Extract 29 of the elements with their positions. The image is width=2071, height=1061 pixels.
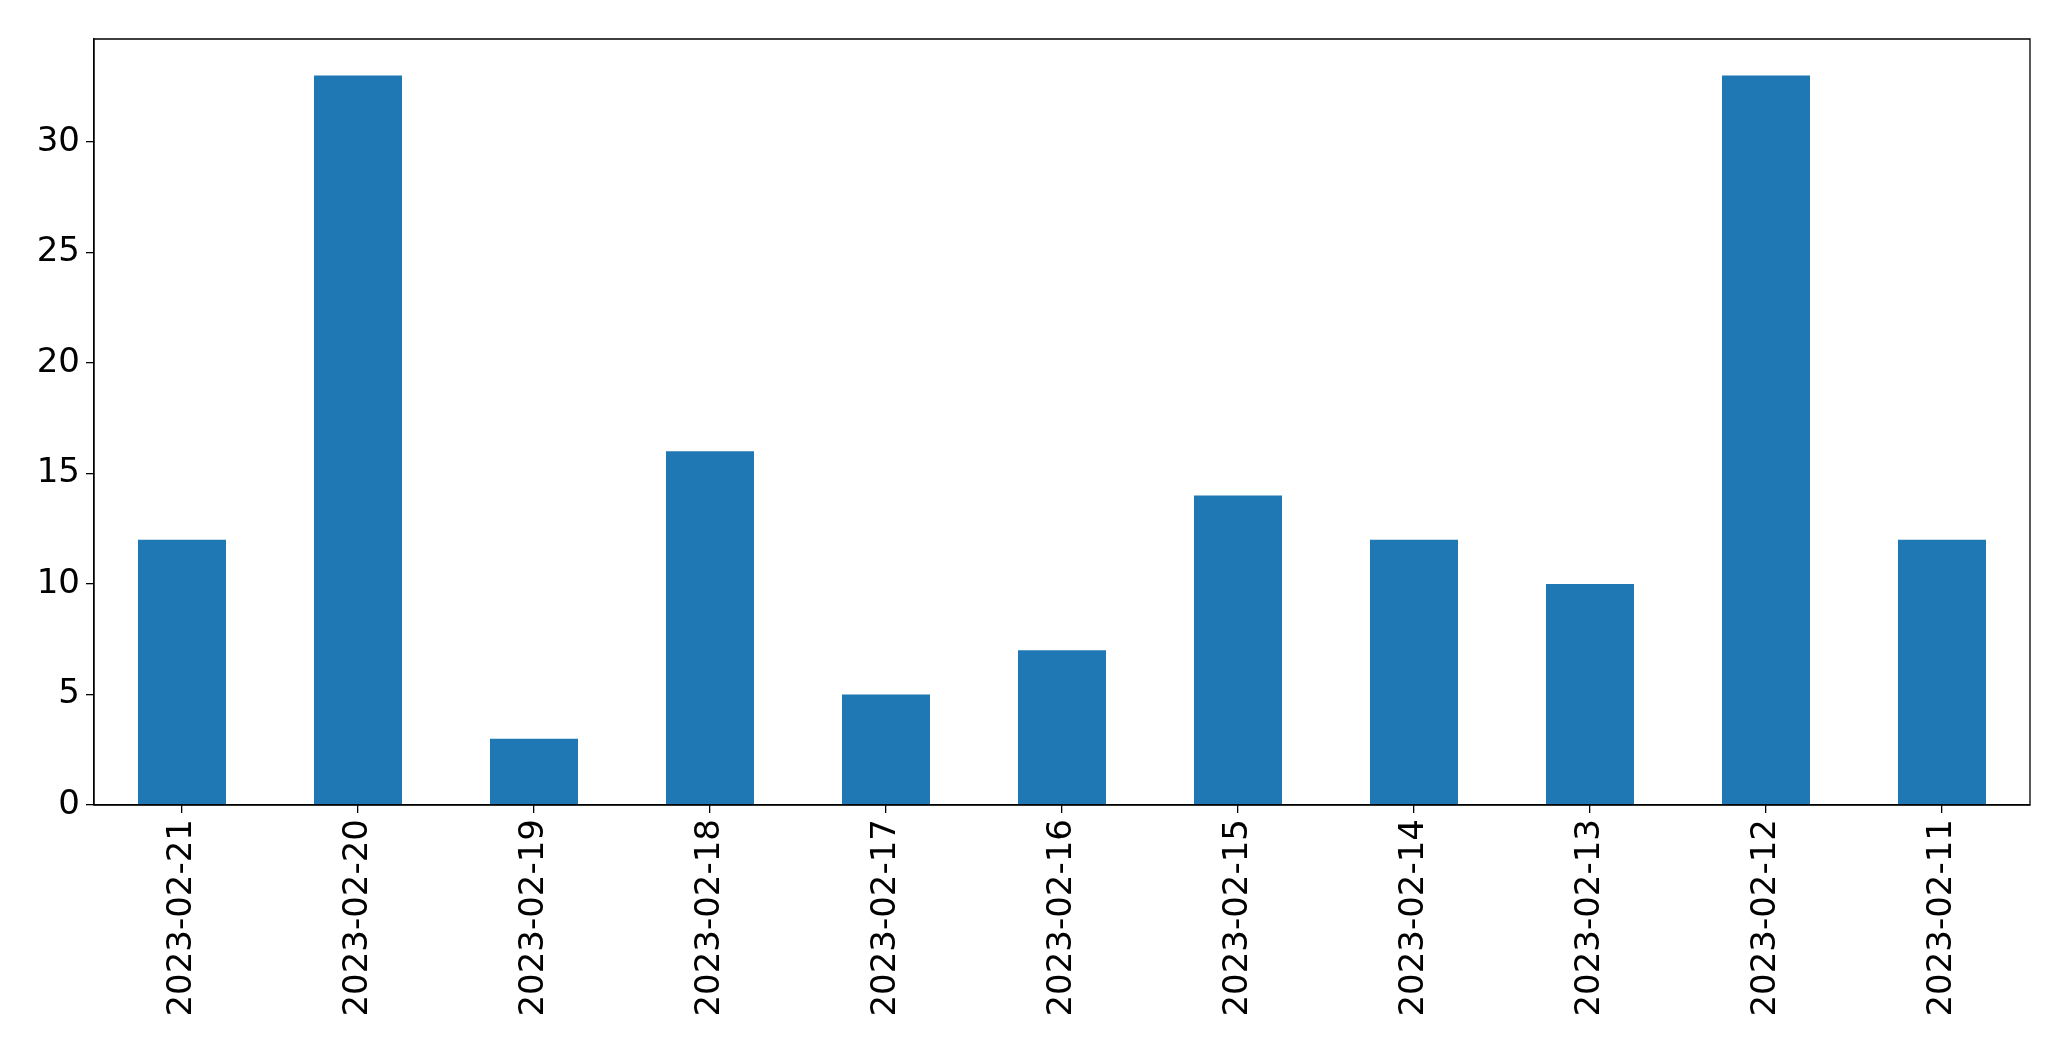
x-tick-label: 2023-02-16 (1038, 819, 1079, 1017)
y-tick-label: 30 (36, 118, 80, 159)
x-tick-label: 2023-02-20 (334, 819, 375, 1017)
y-tick-label: 5 (58, 671, 80, 712)
bar (138, 539, 226, 805)
bar (1370, 539, 1458, 805)
x-tick-label: 2023-02-12 (1742, 819, 1783, 1017)
y-tick-label: 25 (36, 229, 80, 270)
bar (314, 75, 402, 805)
x-tick-label: 2023-02-11 (1918, 819, 1959, 1017)
x-tick-label: 2023-02-14 (1390, 819, 1431, 1017)
bar (1018, 650, 1106, 805)
x-tick-label: 2023-02-15 (1214, 819, 1255, 1017)
y-tick-label: 15 (36, 450, 80, 491)
bar (1546, 583, 1634, 805)
x-tick-label: 2023-02-21 (158, 819, 199, 1017)
y-tick-label: 20 (36, 339, 80, 380)
x-tick-label: 2023-02-13 (1566, 819, 1607, 1017)
bar (666, 451, 754, 805)
y-tick-label: 10 (36, 560, 80, 601)
x-tick-label: 2023-02-19 (510, 819, 551, 1017)
bar (842, 694, 930, 805)
bar (490, 738, 578, 805)
x-tick-label: 2023-02-18 (686, 819, 727, 1017)
bar (1722, 75, 1810, 805)
bar (1194, 495, 1282, 805)
y-tick-label: 0 (58, 781, 80, 822)
x-tick-label: 2023-02-17 (862, 819, 903, 1017)
bar (1898, 539, 1986, 805)
